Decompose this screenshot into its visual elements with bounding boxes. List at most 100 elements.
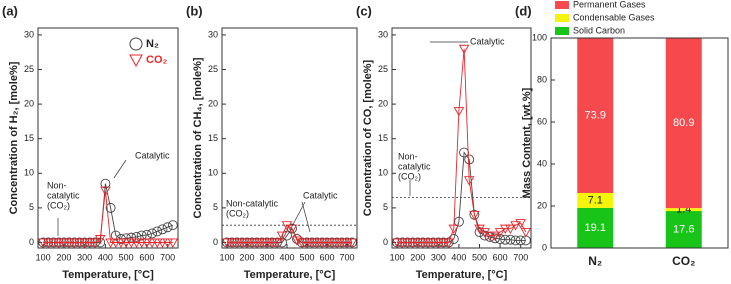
marker [147, 228, 158, 239]
marker [141, 238, 153, 248]
marker [157, 224, 168, 235]
marker [84, 238, 96, 248]
x-tick-label: 500 [299, 252, 314, 262]
marker [110, 230, 121, 241]
y-tick-label: 15 [208, 133, 218, 143]
y-axis-label: Concentration of H₂, [mole%] [8, 61, 20, 214]
legend-swatch [555, 14, 569, 22]
marker [286, 224, 298, 235]
y-tick-label: 80 [537, 74, 547, 84]
y-tick-label: 5 [29, 202, 34, 212]
marker [433, 238, 444, 248]
value-label: 80.9 [673, 117, 694, 129]
marker [427, 238, 439, 248]
marker [510, 235, 521, 246]
plot-frame [221, 27, 358, 249]
marker [417, 238, 429, 248]
marker [282, 230, 292, 241]
y-axis-label: Concentration of CH₄, [mole%] [192, 57, 204, 218]
x-tick-label: 300 [259, 252, 274, 262]
bar-segment [665, 38, 702, 209]
x-tick-label: 600 [319, 252, 334, 262]
legend-label: Condensable Gases [573, 12, 655, 22]
x-tick-label: 100 [390, 252, 405, 262]
legend-swatch [555, 1, 569, 9]
y-tick-label: 100 [532, 32, 547, 42]
x-tick-label: N₂ [588, 254, 602, 268]
annotation: Catalytic [303, 190, 338, 200]
legend-marker [129, 54, 143, 68]
y-tick-label: 20 [378, 98, 388, 108]
x-tick-label: 200 [410, 252, 425, 262]
x-tick-label: 300 [431, 252, 446, 262]
annotation: Non- [398, 151, 418, 161]
y-tick-label: 30 [378, 29, 388, 39]
y-tick-label: 30 [24, 29, 34, 39]
bar-segment [665, 211, 702, 248]
marker [53, 238, 65, 248]
x-tick-label: 500 [119, 252, 134, 262]
annotation: (CO₂) [47, 200, 70, 210]
annotation-arrow [289, 201, 306, 231]
marker [281, 221, 293, 231]
marker [151, 238, 163, 248]
marker [63, 238, 75, 248]
legend-label: Solid Carbon [573, 25, 625, 35]
marker [505, 224, 516, 235]
marker [126, 238, 137, 248]
marker [94, 235, 106, 245]
y-tick-label: 10 [24, 168, 34, 178]
annotation: (CO₂) [398, 171, 421, 181]
y-tick-label: 5 [213, 202, 218, 212]
y-tick-label: 5 [383, 202, 388, 212]
panel-label: (b) [186, 3, 203, 18]
marker [136, 230, 147, 241]
marker [152, 226, 163, 237]
marker [412, 238, 424, 248]
y-tick-label: 0 [542, 242, 547, 252]
x-axis-label: Temperature, [°C] [62, 269, 154, 281]
value-label: 73.9 [585, 109, 606, 121]
x-tick-label: 100 [219, 252, 234, 262]
marker [510, 221, 521, 231]
marker [494, 228, 506, 238]
marker [458, 44, 470, 55]
marker [448, 224, 460, 235]
y-tick-label: 15 [24, 133, 34, 143]
marker [515, 235, 526, 246]
x-tick-label: 100 [36, 252, 51, 262]
legend-label: CO₂ [146, 54, 168, 66]
x-tick-label: 400 [279, 252, 294, 262]
marker [520, 228, 532, 238]
panel-label: (d) [515, 3, 532, 18]
annotation-arrow [113, 159, 127, 179]
marker [136, 238, 147, 248]
bar-segment [577, 192, 614, 208]
marker [131, 238, 142, 248]
y-tick-label: 10 [208, 168, 218, 178]
annotation: catalytic [47, 190, 80, 200]
marker [146, 238, 158, 248]
marker [438, 238, 449, 248]
series-line [227, 224, 352, 243]
legend-label: N₂ [146, 38, 159, 50]
y-tick-label: 15 [378, 133, 388, 143]
x-tick-label: 600 [139, 252, 154, 262]
y-tick-label: 40 [537, 158, 547, 168]
marker [489, 231, 501, 241]
marker [48, 238, 59, 248]
y-axis-label: Concentration of CO, [mole%] [362, 59, 374, 216]
annotation: Catalytic [135, 150, 170, 160]
value-label: 7.1 [588, 194, 603, 206]
x-tick-label: 300 [77, 252, 92, 262]
x-tick-label: 600 [493, 252, 508, 262]
annotation-arrow [301, 201, 311, 233]
marker [397, 238, 408, 248]
annotation: (CO₂) [226, 208, 249, 218]
marker [167, 220, 178, 231]
marker [474, 224, 485, 235]
y-tick-label: 30 [208, 29, 218, 39]
marker [110, 238, 122, 248]
marker [162, 238, 173, 248]
